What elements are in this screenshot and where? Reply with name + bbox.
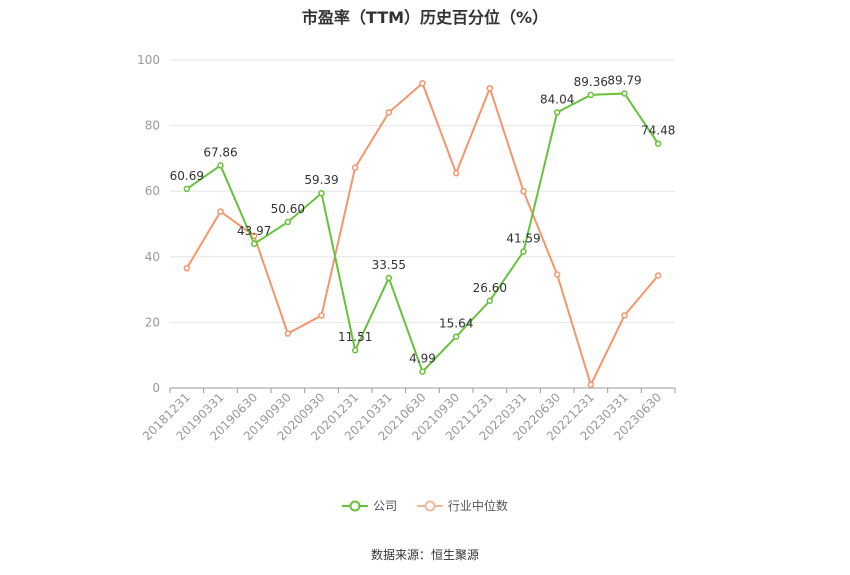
data-point-industry: [621, 312, 628, 319]
data-label: 59.39: [304, 173, 338, 187]
data-point-company: [419, 368, 426, 375]
data-point-industry: [419, 80, 426, 87]
legend: 公司 行业中位数: [0, 497, 850, 515]
legend-swatch-industry-icon: [416, 500, 443, 511]
data-point-company: [318, 189, 325, 197]
data-point-industry: [520, 187, 527, 195]
data-point-company: [217, 162, 224, 169]
data-point-company: [654, 140, 662, 147]
legend-label-industry: 行业中位数: [447, 499, 508, 513]
data-label: 11.51: [338, 330, 372, 344]
axes: 0204060801002018123120190331201906302019…: [137, 53, 676, 443]
y-tick-label: 0: [152, 381, 160, 395]
data-point-industry: [486, 84, 494, 92]
data-point-company: [553, 109, 561, 116]
legend-swatch-company-icon: [342, 500, 369, 511]
data-point-company: [284, 218, 292, 226]
data-source: 数据来源：恒生聚源: [370, 548, 479, 562]
data-label: 4.99: [409, 352, 436, 366]
data-point-industry: [351, 164, 359, 171]
data-label: 15.64: [439, 317, 473, 331]
data-point-company: [250, 240, 258, 248]
legend-item-company[interactable]: 公司: [342, 497, 397, 514]
y-tick-label: 80: [145, 119, 160, 133]
data-point-company: [452, 333, 460, 340]
data-point-company: [486, 297, 494, 305]
data-label: 89.36: [574, 75, 608, 89]
data-label: 33.55: [372, 258, 406, 272]
data-point-industry: [284, 330, 292, 337]
legend-item-industry[interactable]: 行业中位数: [416, 497, 508, 514]
chart-title: 市盈率（TTM）历史百分位（%）: [301, 8, 549, 27]
data-label: 84.04: [540, 92, 574, 106]
data-point-industry: [654, 272, 662, 279]
data-point-industry: [452, 169, 460, 177]
data-point-company: [183, 185, 191, 193]
data-label: 89.79: [607, 73, 641, 87]
data-point-industry: [318, 312, 325, 319]
data-point-company: [351, 346, 359, 354]
data-label: 43.97: [237, 224, 271, 238]
y-tick-label: 20: [145, 315, 160, 329]
data-point-industry: [553, 271, 561, 278]
data-point-industry: [183, 265, 191, 272]
data-point-industry: [385, 109, 393, 116]
y-tick-label: 60: [145, 184, 160, 198]
data-label: 41.59: [506, 232, 540, 246]
series: [183, 80, 662, 388]
data-label: 26.60: [473, 281, 507, 295]
data-point-company: [520, 248, 527, 255]
y-tick-label: 40: [145, 250, 160, 264]
legend-label-company: 公司: [373, 499, 398, 513]
grid-lines: [170, 59, 675, 323]
data-label: 60.69: [170, 169, 204, 183]
data-point-company: [587, 91, 595, 99]
data-label: 50.60: [271, 202, 305, 216]
data-label: 67.86: [203, 145, 237, 159]
data-point-industry: [217, 208, 224, 215]
y-tick-label: 100: [137, 53, 160, 67]
data-point-company: [621, 90, 628, 97]
data-label: 74.48: [641, 124, 675, 138]
data-point-industry: [587, 381, 595, 388]
data-point-company: [385, 274, 393, 282]
